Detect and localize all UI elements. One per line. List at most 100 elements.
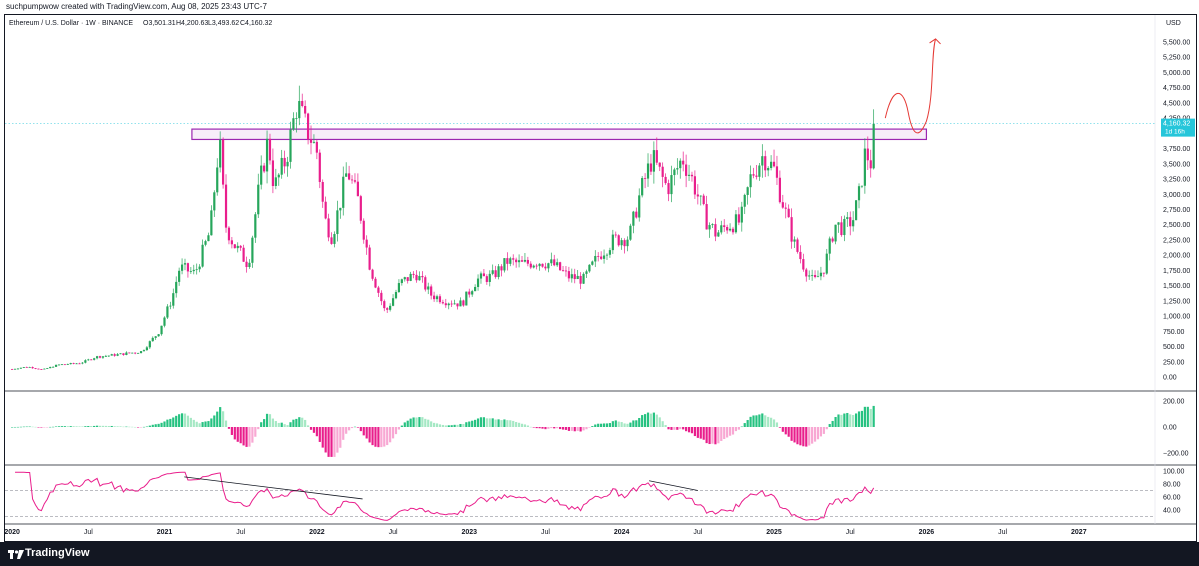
macd-bar (230, 427, 233, 435)
price-tick-label: 1,750.00 (1163, 268, 1190, 275)
macd-bar (655, 414, 658, 427)
macd-bar (799, 427, 802, 446)
candle-body (406, 277, 409, 281)
candle-body (304, 106, 307, 114)
macd-bar (602, 423, 606, 427)
candle-body (345, 173, 348, 177)
countdown-label: 1d 16h (1165, 129, 1185, 136)
macd-bar (840, 414, 843, 427)
candle-body (172, 293, 175, 306)
footer-bar: TradingView (0, 542, 1199, 566)
candle-body (119, 353, 122, 355)
candle-body (509, 258, 512, 264)
candle-body (69, 363, 72, 365)
candle-body (837, 222, 840, 225)
candle-body (236, 245, 239, 249)
candle-body (761, 156, 764, 166)
macd-bar (778, 427, 781, 428)
macd-bar (180, 413, 184, 427)
candle-body (453, 303, 456, 305)
candle-body (708, 225, 711, 230)
candle-body (391, 298, 395, 306)
candle-body (758, 165, 761, 177)
candle-body (142, 350, 146, 352)
macd-bar (421, 417, 424, 427)
candle-body (359, 196, 362, 221)
candle-body (280, 157, 283, 175)
candle-body (570, 274, 573, 279)
candle-body (512, 258, 515, 260)
macd-bar (614, 420, 617, 427)
macd-bar (761, 413, 764, 427)
candle-body (520, 260, 524, 262)
macd-bar (597, 423, 600, 427)
candle-body (556, 262, 559, 266)
macd-bar (166, 419, 169, 427)
macd-bar (863, 406, 866, 427)
candle-body (13, 368, 17, 370)
rsi-divergence-line (648, 480, 698, 491)
candle-body (257, 184, 260, 215)
chart-canvas[interactable]: Ethereum / U.S. Dollar · 1W · BINANCE O3… (5, 15, 1196, 541)
candle-body (400, 279, 403, 284)
macd-bar (685, 427, 688, 432)
candle-body (828, 238, 831, 254)
candle-body (685, 164, 688, 176)
candle-body (635, 211, 638, 218)
macd-bar (822, 427, 825, 434)
candle-body (386, 308, 389, 310)
candle-body (128, 352, 131, 354)
macd-bar (113, 426, 116, 427)
candle-body (10, 369, 14, 370)
candle-body (286, 161, 289, 167)
candle-body (180, 264, 184, 271)
candle-body (582, 273, 585, 284)
candle-body (90, 359, 93, 361)
price-tick-label: 5,000.00 (1163, 70, 1190, 77)
macd-bar (690, 427, 694, 434)
candle-body (731, 228, 735, 233)
candle-body (315, 141, 318, 153)
candle-body (421, 275, 424, 278)
chart-frame[interactable]: Ethereum / U.S. Dollar · 1W · BINANCE O3… (4, 14, 1197, 542)
candle-body (641, 178, 644, 196)
candle-body (597, 255, 600, 257)
candle-body (476, 278, 480, 287)
ohlc-readout: O3,501.31 H4,200.63 L3,493.62 C4,160.32 (143, 20, 272, 27)
macd-bar (831, 420, 834, 427)
candle-body (602, 255, 606, 259)
price-tick-label: 2,500.00 (1163, 222, 1190, 229)
macd-bar (409, 418, 412, 427)
macd-bar (406, 420, 409, 427)
candle-body (687, 174, 691, 176)
candle-body (550, 259, 553, 264)
candle-body (793, 239, 796, 242)
candle-body (770, 161, 773, 169)
candle-body (808, 275, 811, 277)
candle-body (295, 118, 298, 119)
candle-body (353, 180, 357, 182)
macd-bar (617, 421, 620, 427)
candle-body (98, 356, 102, 358)
macd-bar (289, 422, 292, 427)
candle-body (78, 363, 81, 365)
macd-bar (444, 425, 447, 427)
candle-body (567, 271, 570, 279)
candle-body (242, 247, 245, 262)
macd-bar (277, 422, 280, 427)
macd-bar (629, 422, 632, 427)
candle-body (84, 360, 87, 363)
candle-body (122, 353, 125, 356)
macd-bar (93, 425, 96, 427)
candle-body (374, 278, 377, 288)
time-tick-label: 2021 (157, 529, 173, 536)
candle-body (620, 240, 623, 246)
candle-body (579, 275, 582, 284)
candle-body (116, 354, 119, 356)
macd-bar (860, 410, 864, 427)
candle-body (348, 173, 351, 180)
candle-body (623, 240, 626, 247)
macd-bar (787, 427, 790, 437)
macd-bar (852, 414, 855, 427)
rsi-pane: 100.00 80.00 60.00 40.00 (5, 469, 1185, 521)
